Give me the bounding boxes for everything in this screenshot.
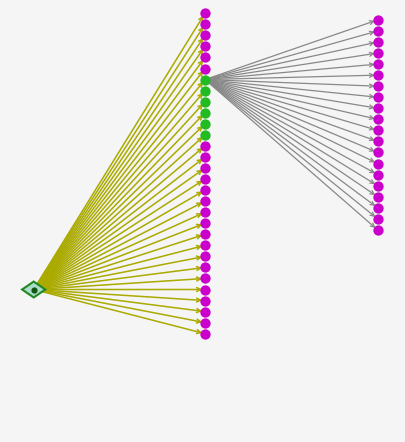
Point <box>201 54 208 61</box>
Point <box>373 182 380 189</box>
Point <box>373 38 380 46</box>
Point <box>201 98 208 105</box>
Point <box>373 61 380 68</box>
Point <box>201 32 208 39</box>
Point <box>201 120 208 127</box>
Point <box>201 131 208 138</box>
Point <box>201 187 208 194</box>
Point <box>201 253 208 260</box>
Point <box>373 204 380 211</box>
Point <box>201 297 208 304</box>
Point <box>373 149 380 156</box>
Point <box>373 27 380 34</box>
Point <box>201 220 208 227</box>
Point <box>373 127 380 134</box>
Point <box>373 50 380 57</box>
Point <box>373 16 380 23</box>
Point <box>373 138 380 145</box>
Point <box>373 116 380 123</box>
Point <box>201 65 208 72</box>
Point <box>201 10 208 17</box>
Point <box>30 286 37 293</box>
Point <box>373 171 380 178</box>
Point <box>201 76 208 83</box>
Polygon shape <box>22 282 45 297</box>
Point <box>373 193 380 200</box>
Point <box>201 330 208 337</box>
Point <box>373 72 380 79</box>
Point <box>201 231 208 238</box>
Point <box>201 319 208 326</box>
Point <box>201 87 208 94</box>
Point <box>201 264 208 271</box>
Point <box>201 308 208 315</box>
Point <box>201 109 208 116</box>
Point <box>201 242 208 249</box>
Point <box>373 160 380 167</box>
Point <box>201 175 208 183</box>
Point <box>373 94 380 101</box>
Point <box>201 43 208 50</box>
Point <box>373 215 380 222</box>
Point <box>201 286 208 293</box>
Point <box>201 21 208 28</box>
Point <box>373 83 380 90</box>
Point <box>201 153 208 160</box>
Point <box>373 105 380 112</box>
Point <box>201 275 208 282</box>
Point <box>201 142 208 149</box>
Point <box>373 226 380 233</box>
Point <box>201 198 208 205</box>
Point <box>201 209 208 216</box>
Point <box>201 164 208 171</box>
